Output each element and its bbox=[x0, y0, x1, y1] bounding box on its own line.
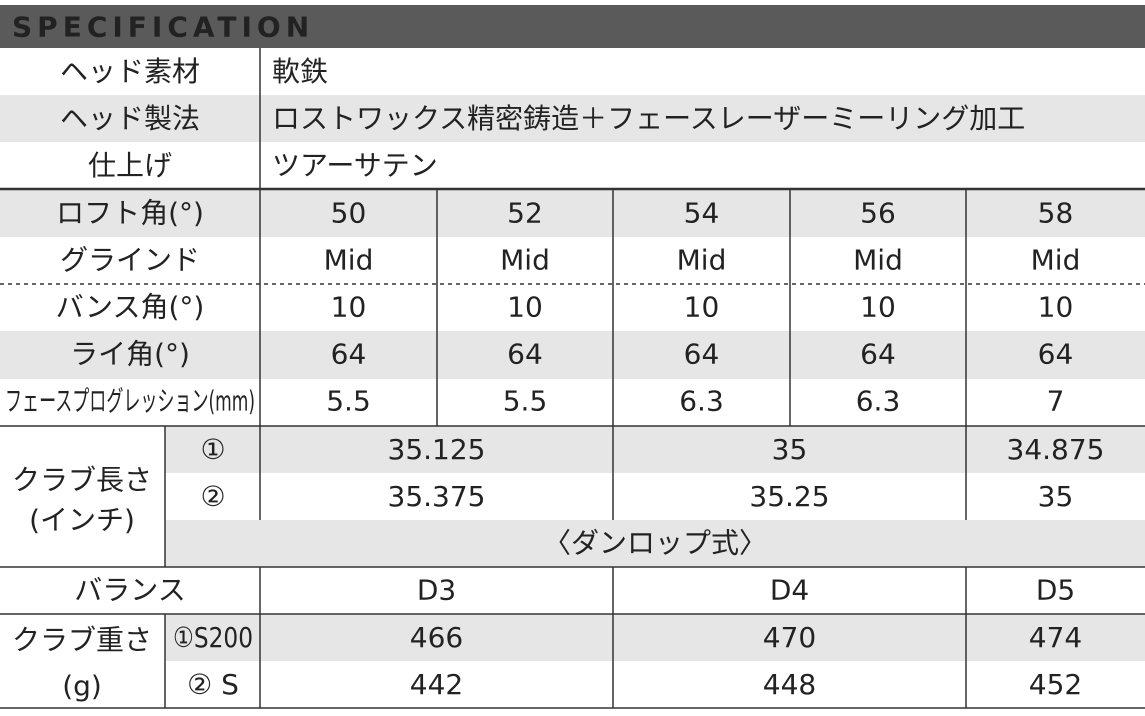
cell-text: 474 bbox=[1029, 621, 1082, 654]
cell-text: 466 bbox=[410, 621, 463, 654]
cell-text: フェースプログレッション(mm) bbox=[5, 385, 255, 418]
cell-text: 58 bbox=[1038, 197, 1074, 230]
cell-text: ヘッド製法 bbox=[60, 102, 200, 135]
cell-text: 仕上げ bbox=[88, 149, 172, 182]
cell-text: 50 bbox=[331, 197, 367, 230]
cell-text: ② S bbox=[187, 668, 239, 701]
cell-text: 35 bbox=[1038, 480, 1074, 513]
cell-text: 448 bbox=[763, 668, 816, 701]
cell-text: 442 bbox=[410, 668, 463, 701]
cell-text: バランス bbox=[74, 574, 185, 607]
cell-text: (g) bbox=[62, 670, 102, 703]
cell-text: 5.5 bbox=[503, 385, 548, 418]
cell-text: 52 bbox=[507, 197, 543, 230]
cell-text: 64 bbox=[331, 338, 367, 371]
cell-text: 452 bbox=[1029, 668, 1082, 701]
cell-text: ① bbox=[200, 433, 225, 466]
row-background bbox=[165, 426, 1145, 473]
row-background bbox=[0, 95, 1145, 142]
cell-text: 64 bbox=[507, 338, 543, 371]
cell-text: 10 bbox=[860, 291, 896, 324]
cell-text: バンス角(°) bbox=[56, 291, 205, 324]
cell-text: 35 bbox=[772, 433, 808, 466]
cell-text: ①S200 bbox=[173, 621, 253, 654]
cell-text: ② bbox=[200, 480, 225, 513]
cell-text: (インチ) bbox=[29, 504, 135, 537]
cell-text: ロフト角(°) bbox=[56, 197, 204, 230]
cell-text: Mid bbox=[324, 244, 374, 277]
cell-text: 64 bbox=[860, 338, 896, 371]
cell-text: D4 bbox=[770, 574, 809, 607]
cell-text: 7 bbox=[1047, 385, 1065, 418]
cell-text: クラブ長さ bbox=[12, 464, 152, 497]
cell-text: Mid bbox=[853, 244, 903, 277]
row-background bbox=[165, 520, 1145, 567]
cell-text: 10 bbox=[1038, 291, 1074, 324]
cell-text: 10 bbox=[507, 291, 543, 324]
cell-text: D3 bbox=[417, 574, 456, 607]
cell-text: 56 bbox=[860, 197, 896, 230]
cell-text: 35.125 bbox=[388, 433, 486, 466]
cell-text: 軟鉄 bbox=[272, 55, 328, 88]
row-background bbox=[0, 331, 1145, 379]
row-background bbox=[165, 614, 1145, 661]
cell-text: Mid bbox=[500, 244, 550, 277]
cell-text: 54 bbox=[684, 197, 720, 230]
cell-text: 64 bbox=[1038, 338, 1074, 371]
cell-text: 35.375 bbox=[388, 480, 486, 513]
cell-text: Mid bbox=[677, 244, 727, 277]
header-title: SPECIFICATION bbox=[12, 11, 314, 44]
cell-text: グラインド bbox=[60, 244, 200, 277]
cell-text: ライ角(°) bbox=[70, 338, 190, 371]
cell-text: ヘッド素材 bbox=[60, 55, 200, 88]
cell-text: Mid bbox=[1031, 244, 1081, 277]
cell-text: 35.25 bbox=[749, 480, 829, 513]
cell-text: クラブ重さ bbox=[12, 624, 152, 657]
cell-text: 470 bbox=[763, 621, 816, 654]
cell-text: 10 bbox=[684, 291, 720, 324]
cell-text: ロストワックス精密鋳造＋フェースレーザーミーリング加工 bbox=[272, 102, 1025, 135]
cell-text: 10 bbox=[331, 291, 367, 324]
row-background bbox=[0, 189, 1145, 237]
cell-text: D5 bbox=[1036, 574, 1075, 607]
cell-text: 34.875 bbox=[1007, 433, 1105, 466]
row-background bbox=[0, 5, 1145, 48]
cell-text: 64 bbox=[684, 338, 720, 371]
cell-text: 6.3 bbox=[856, 385, 901, 418]
cell-text: 6.3 bbox=[679, 385, 724, 418]
cell-text: 5.5 bbox=[326, 385, 371, 418]
cell-text: ツアーサテン bbox=[272, 149, 438, 182]
cell-text: 〈ダンロップ式〉 bbox=[543, 527, 767, 560]
